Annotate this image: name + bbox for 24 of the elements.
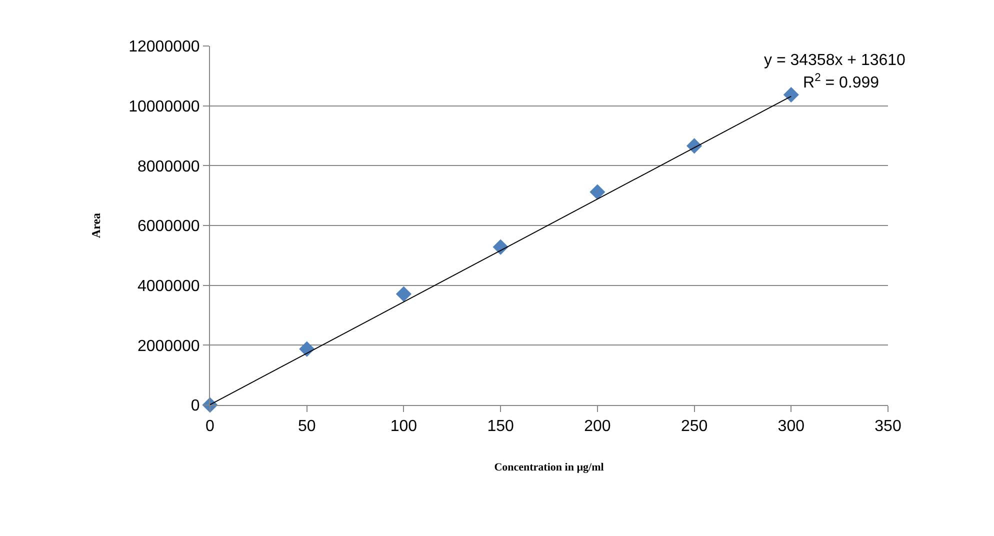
point: [783, 86, 799, 103]
point: [299, 341, 315, 357]
y-tick-label: 8000000: [138, 158, 200, 176]
x-tick-label: 0: [206, 418, 215, 436]
y-tick-label: 4000000: [138, 278, 200, 295]
x-axis-title: Concentration in µg/ml: [494, 461, 604, 474]
point: [686, 138, 702, 154]
y-tick-label: 10000000: [128, 98, 200, 116]
x-tick-label: 50: [298, 418, 316, 436]
y-tick-label: 6000000: [138, 218, 200, 236]
y-tick-label: 12000000: [128, 38, 200, 56]
x-tick-label: 250: [680, 418, 708, 436]
x-tick-label: 100: [390, 418, 418, 436]
x-tick-label: 200: [584, 418, 611, 436]
y-tick-label: 2000000: [138, 338, 200, 355]
x-tick-label: 300: [778, 418, 805, 436]
y-tick-label: 0: [190, 398, 200, 415]
annotation: R$^{2}$ = 0.999: [803, 72, 880, 92]
point: [590, 184, 606, 200]
x-tick-label: 350: [874, 418, 902, 436]
annotation: y = 34358x + 13610: [764, 52, 906, 69]
x-tick-label: 150: [487, 418, 514, 436]
y-axis-title: Area: [88, 212, 103, 238]
point: [396, 286, 412, 302]
